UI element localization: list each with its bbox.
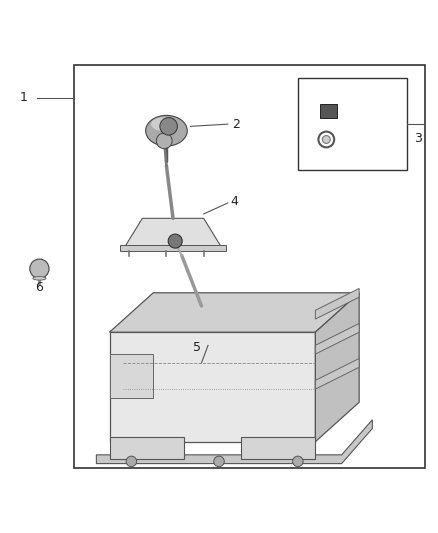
Text: 5: 5	[193, 341, 201, 354]
Ellipse shape	[33, 277, 46, 280]
Circle shape	[30, 259, 49, 278]
Polygon shape	[241, 437, 315, 459]
Circle shape	[156, 133, 172, 149]
Polygon shape	[110, 437, 184, 459]
Polygon shape	[315, 359, 359, 389]
Polygon shape	[125, 219, 221, 247]
Circle shape	[322, 135, 330, 143]
Polygon shape	[110, 332, 315, 442]
Text: 6: 6	[35, 280, 43, 294]
Polygon shape	[110, 293, 359, 332]
Ellipse shape	[145, 115, 187, 146]
Bar	[74, 65, 425, 468]
Polygon shape	[96, 420, 372, 464]
Polygon shape	[315, 324, 359, 354]
Text: 4: 4	[230, 195, 238, 208]
Polygon shape	[315, 293, 359, 442]
Polygon shape	[320, 104, 337, 118]
Polygon shape	[110, 354, 153, 398]
Polygon shape	[315, 288, 359, 319]
Circle shape	[293, 456, 303, 467]
Polygon shape	[120, 246, 226, 251]
Text: 1: 1	[20, 91, 28, 104]
Circle shape	[168, 234, 182, 248]
Text: 3: 3	[414, 132, 422, 144]
Circle shape	[126, 456, 137, 467]
Circle shape	[160, 118, 177, 135]
Ellipse shape	[151, 118, 173, 131]
Text: 2: 2	[232, 118, 240, 131]
Bar	[298, 78, 407, 170]
Circle shape	[214, 456, 224, 467]
